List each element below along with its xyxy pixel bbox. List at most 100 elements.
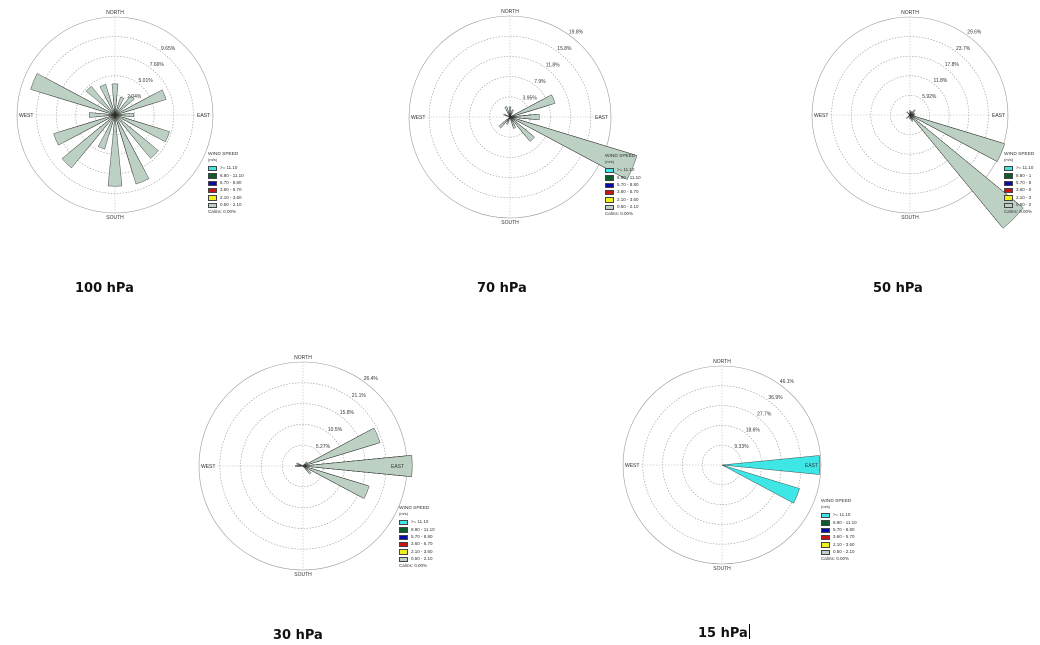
ring-label: 5.01% [139,78,154,84]
ring-label: 7.66% [150,62,165,68]
wind-rose-30hpa: 5.27% 10.5% 15.8% 21.1% 26.4% NORTH SOUTH EAST W… [190,350,460,610]
ring-label: 21.1% [352,393,367,399]
legend-label: 3.60 - 5.70 [411,542,433,547]
legend-label: 5.70 - 8.80 [617,183,639,188]
legend-label: 5.70 - 8.80 [411,535,433,540]
ring-label: 23.7% [956,46,971,52]
legend: WIND SPEED (m/s) >= 11.10 8.80 - 11.10 5… [821,500,875,562]
ring-label: 15.8% [557,46,572,52]
compass-label: WEST [201,464,215,470]
wind-rose-svg: 9.33% 18.6% 27.7% 36.9% 46.1% NORTH SOUTH EAST W… [615,350,875,610]
ring-label: 2.04% [127,94,142,100]
legend-label: 3.60 - 5.70 [617,190,639,195]
legend-swatch [399,542,408,548]
legend-swatch [399,557,408,563]
legend-swatch [399,520,408,526]
compass-label: EAST [197,113,210,119]
legend-swatch [1004,188,1013,194]
compass-label: NORTH [106,10,124,16]
legend-swatch [1004,203,1013,209]
legend-swatch [605,190,614,196]
legend-swatch [1004,181,1013,187]
legend-label: 0.50 - 2.10 [833,550,855,555]
compass-label: NORTH [713,359,731,365]
pressure-caption: 30 hPa [273,628,323,643]
legend-swatch [208,181,217,187]
legend-label: 2.10 - 3.60 [411,550,433,555]
legend: WIND SPEED (m/s) >= 11.10 8.80 - 11.10 5… [208,153,258,215]
ring-label: 5.92% [922,94,937,100]
wind-rose-15hpa: 9.33% 18.6% 27.7% 36.9% 46.1% NORTH SOUTH EAST W… [615,350,875,610]
legend-swatch [208,173,217,179]
legend-label: >= 11.10 [1016,166,1033,171]
legend-label: >= 11.10 [411,520,428,525]
compass-label: SOUTH [106,215,124,221]
legend-label: >= 11.10 [220,166,237,171]
wind-rose-50hpa: 5.92% 11.8% 17.8% 23.7% 29.6% NORTH SOUTH EAST W… [800,0,1040,250]
legend-swatch [821,550,830,556]
legend-label: 8.80 - 1 [1016,174,1031,179]
ring-label: 19.8% [569,29,584,35]
legend-swatch [208,166,217,172]
ring-label: 27.7% [757,411,772,417]
legend-label: 0.50 - 2 [1016,203,1031,208]
legend-label: 5.70 - 8.80 [220,181,242,186]
pressure-caption: 100 hPa [75,281,134,296]
compass-label: NORTH [294,355,312,361]
ring-label: 11.8% [546,62,560,68]
legend-label: 8.80 - 11.10 [833,521,857,526]
legend-unit: (m/s) [605,160,660,164]
legend-swatch [605,175,614,181]
ring-label: 36.9% [768,395,783,401]
legend-swatch [208,195,217,201]
compass-label: EAST [595,115,608,121]
legend-swatch [605,183,614,189]
legend-swatch [399,535,408,541]
legend-label: 8.80 - 11.10 [411,528,435,533]
ring-label: 46.1% [780,379,795,385]
legend-label: 3.60 - 5.70 [833,535,855,540]
petal [907,112,910,115]
wind-rose-70hpa: 3.95% 7.9% 11.8% 15.8% 19.8% NORTH SOUTH EAST WE… [395,0,665,250]
compass-label: NORTH [901,10,919,16]
legend-calms: Calms: 0.00% [208,210,258,215]
ring-label: 17.8% [945,62,960,68]
legend: WIND SPEED (m/s) >= 11.10 8.80 - 11.10 5… [399,507,457,569]
ring-label: 29.6% [967,30,982,36]
legend-swatch [821,513,830,519]
legend-label: 2.10 - 3.60 [833,543,855,548]
wind-rose-100hpa: 2.04% 5.01% 7.66% 9.65% NORTH SOUTH EAST WEST W… [0,0,260,250]
legend-swatch [821,535,830,541]
compass-label: EAST [992,113,1005,119]
legend-swatch [1004,173,1013,179]
compass-label: EAST [391,464,404,470]
legend-swatch [1004,166,1013,172]
pressure-caption: 15 hPa [698,624,750,641]
legend-label: >= 11.10 [833,513,850,518]
legend: WIND SPEED (m/s) >= 11.10 8.80 - 11.10 5… [605,155,660,217]
legend-label: 8.80 - 11.10 [220,174,244,179]
legend-calms: Calms: 0.00% [1004,210,1040,215]
compass-label: WEST [411,115,425,121]
ring-label: 15.8% [340,410,355,416]
pressure-caption: 50 hPa [873,281,923,296]
legend-label: 3.60 - 5 [1016,188,1031,193]
petal [31,73,115,115]
compass-label: NORTH [501,9,519,15]
compass-label: SOUTH [294,572,312,578]
ring-label: 9.33% [734,444,749,450]
legend: WIND SPEED (m/s) >= 11.10 8.80 - 1 5.70 … [1004,153,1040,215]
legend-swatch [605,197,614,203]
compass-label: SOUTH [713,566,731,572]
compass-label: SOUTH [901,215,919,221]
ring-label: 26.4% [364,376,379,382]
ring-label: 18.6% [746,428,761,434]
legend-swatch [399,527,408,533]
legend-swatch [208,188,217,194]
legend-unit: (m/s) [821,505,875,509]
compass-label: EAST [805,463,818,469]
text-cursor [749,624,750,639]
legend-calms: Calms: 0.00% [821,557,875,562]
ring-label: 9.65% [161,46,176,52]
legend-swatch [821,520,830,526]
